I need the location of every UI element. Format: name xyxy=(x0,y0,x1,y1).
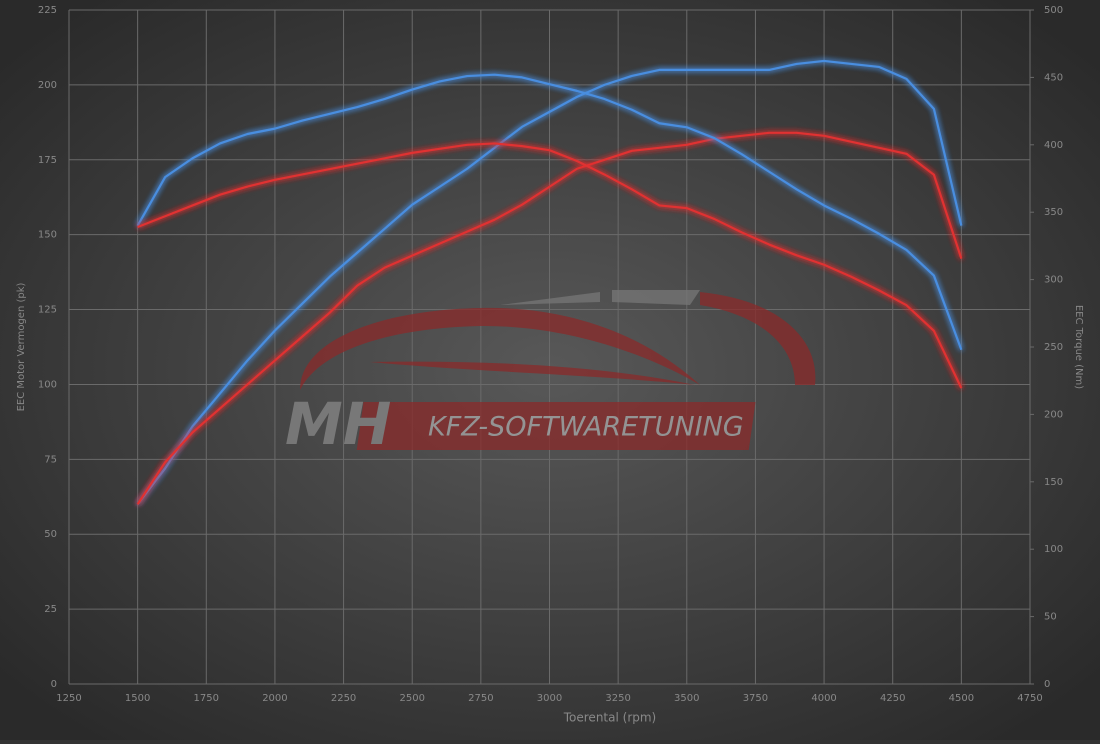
y-tick-label: 0 xyxy=(51,679,57,690)
series-line xyxy=(136,131,963,505)
logo-roof xyxy=(500,290,700,305)
watermark: MH KFZ-SOFTWARETUNING xyxy=(285,290,816,458)
y2-tick-label: 150 xyxy=(1044,477,1063,488)
logo-swoosh xyxy=(300,307,700,390)
y2-tick-label: 500 xyxy=(1044,5,1063,16)
x-tick-label: 4000 xyxy=(811,693,836,704)
y-tick-label: 150 xyxy=(38,230,57,241)
x-axis-label: Toerental (rpm) xyxy=(563,711,656,725)
y2-axis-label: EEC Torque (Nm) xyxy=(1073,305,1084,389)
y2-tick-label: 450 xyxy=(1044,72,1063,83)
x-tick-label: 2750 xyxy=(468,693,493,704)
logo-line xyxy=(370,361,695,385)
x-tick-label: 3500 xyxy=(674,693,699,704)
y-axis-label: EEC Motor Vermogen (pk) xyxy=(16,282,27,411)
x-tick-label: 3250 xyxy=(605,693,630,704)
logo-banner xyxy=(356,402,756,450)
logo-mh: MH xyxy=(285,390,391,458)
y2-tick-label: 400 xyxy=(1044,140,1063,151)
y2-tick-label: 100 xyxy=(1044,544,1063,555)
y2-tick-label: 250 xyxy=(1044,342,1063,353)
grid xyxy=(68,9,1034,685)
x-tick-label: 2500 xyxy=(399,693,424,704)
x-tick-label: 1750 xyxy=(194,693,219,704)
x-tick-label: 2250 xyxy=(331,693,356,704)
y-tick-label: 75 xyxy=(44,454,57,465)
y2-tick-label: 350 xyxy=(1044,207,1063,218)
x-tick-label: 4750 xyxy=(1017,693,1042,704)
x-tick-label: 3750 xyxy=(743,693,768,704)
x-tick-label: 2000 xyxy=(262,693,287,704)
x-tick-label: 1500 xyxy=(125,693,150,704)
y-tick-label: 175 xyxy=(38,155,57,166)
x-tick-label: 4500 xyxy=(949,693,974,704)
y2-tick-label: 200 xyxy=(1044,409,1063,420)
y2-tick-label: 0 xyxy=(1044,679,1050,690)
logo-text: KFZ-SOFTWARETUNING xyxy=(428,412,744,443)
x-tick-label: 3000 xyxy=(537,693,562,704)
y-tick-label: 200 xyxy=(38,80,57,91)
y2-tick-label: 300 xyxy=(1044,275,1063,286)
y-tick-label: 25 xyxy=(44,604,57,615)
series-line xyxy=(136,59,963,505)
series-line xyxy=(136,73,963,351)
y-tick-label: 225 xyxy=(38,5,57,16)
y-tick-label: 125 xyxy=(38,305,57,316)
y2-tick-label: 50 xyxy=(1044,612,1057,623)
logo-front xyxy=(700,292,816,385)
x-tick-label: 4250 xyxy=(880,693,905,704)
y-tick-label: 50 xyxy=(44,529,57,540)
y-tick-label: 100 xyxy=(38,379,57,390)
series-line xyxy=(137,142,963,389)
x-tick-label: 1250 xyxy=(56,693,81,704)
